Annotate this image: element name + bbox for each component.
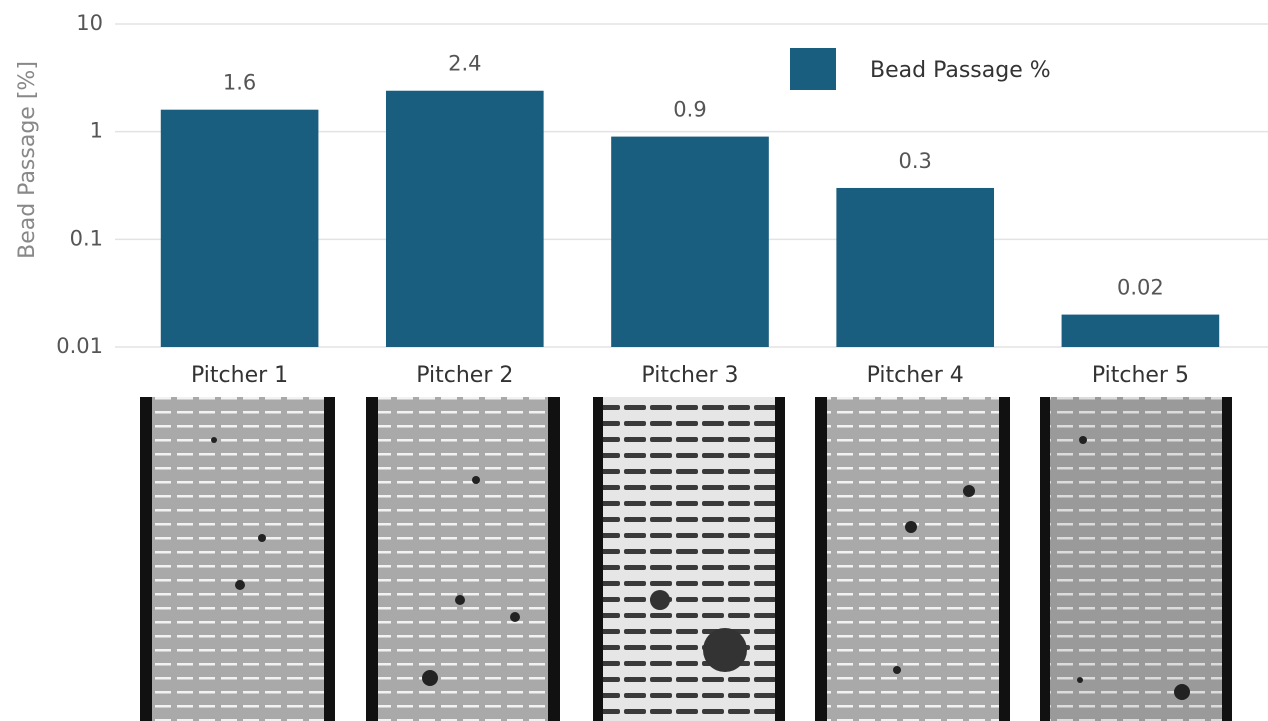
bar [161,110,319,347]
chart: Bead Passage [%] 0.01 0.1 1 10 1.6 2.4 0.9 0.3 0… [0,0,1268,721]
micrograph [366,397,560,721]
value-label: 0.02 [1117,276,1164,300]
value-label: 0.9 [673,98,706,122]
y-tick-label: 0.1 [70,226,103,250]
value-label: 0.3 [898,149,931,173]
micrograph [593,397,785,721]
x-tick-label: Pitcher 4 [867,363,964,388]
micrograph [1040,397,1232,721]
x-tick-label: Pitcher 3 [641,363,738,388]
legend-swatch [790,48,836,90]
y-tick-label: 1 [90,119,103,143]
x-tick-label: Pitcher 5 [1092,363,1189,388]
legend-label: Bead Passage % [870,58,1051,83]
micrographs [140,397,1232,721]
bar [836,188,994,347]
y-tick-label: 0.01 [56,334,103,358]
bar [611,137,769,347]
x-tick-label: Pitcher 1 [191,363,288,388]
micrograph [140,397,335,721]
x-tick-label: Pitcher 2 [416,363,513,388]
page: Bead Passage [%] 0.01 0.1 1 10 1.6 2.4 0.9 0.3 0… [0,0,1268,721]
y-axis-label: Bead Passage [%] [15,61,40,259]
value-label: 2.4 [448,52,481,76]
micrograph [815,397,1010,721]
value-label: 1.6 [223,71,256,95]
bar [1062,315,1220,347]
y-tick-label: 10 [76,11,103,35]
bar [386,91,544,347]
